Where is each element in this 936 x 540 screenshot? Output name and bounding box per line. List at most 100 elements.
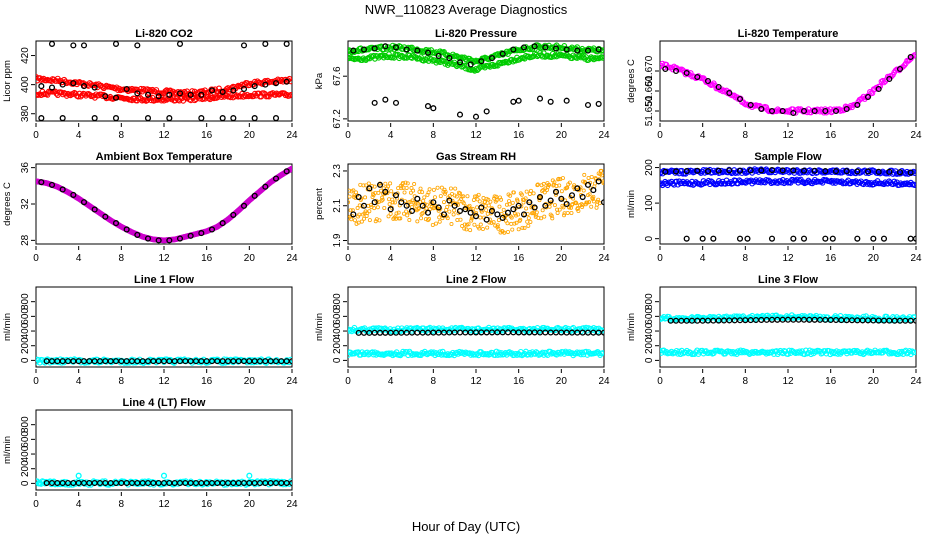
- plot-frame: [659, 40, 917, 122]
- data-point: [709, 81, 716, 88]
- data-point: [494, 198, 499, 203]
- data-point: [158, 97, 165, 104]
- data-point: [526, 199, 533, 206]
- data-point: [472, 213, 480, 220]
- data-point: [230, 115, 237, 121]
- plot-frame: [659, 286, 917, 368]
- data-point: [38, 179, 45, 186]
- data-point: [525, 219, 530, 224]
- y-axis-label: ml/min: [626, 313, 637, 341]
- chart-panel-6: Sample Flow 0 4 8 12 16 20 24 0 100 200 ml/min: [626, 151, 922, 264]
- x-tick-label: 0: [657, 253, 663, 264]
- data-point: [409, 352, 415, 358]
- data-point: [424, 103, 432, 110]
- data-point: [561, 205, 566, 210]
- data-point: [480, 227, 485, 232]
- data-point: [542, 190, 547, 195]
- data-point: [251, 83, 258, 90]
- data-point: [488, 199, 493, 204]
- data-point: [792, 110, 799, 116]
- data-point: [726, 89, 733, 97]
- data-point: [465, 194, 470, 199]
- data-point: [365, 187, 370, 192]
- data-point: [385, 184, 390, 189]
- data-point: [587, 192, 592, 197]
- data-point: [430, 105, 437, 112]
- data-point: [512, 221, 517, 226]
- data-point: [403, 202, 410, 209]
- data-point: [660, 181, 663, 188]
- x-tick-label: 4: [388, 376, 394, 387]
- data-point: [387, 206, 394, 213]
- data-point: [198, 230, 205, 237]
- data-point: [358, 182, 363, 187]
- x-tick-label: 20: [556, 130, 568, 141]
- data-point: [464, 227, 469, 232]
- data-point: [284, 91, 290, 98]
- data-point: [360, 46, 368, 53]
- y-tick-label: 400: [20, 76, 31, 93]
- data-point: [582, 172, 587, 177]
- data-point: [376, 181, 384, 188]
- data-point: [446, 55, 453, 62]
- x-tick-label: 16: [825, 376, 837, 387]
- x-tick-label: 4: [76, 130, 82, 141]
- data-point: [449, 222, 454, 227]
- y-tick-label: 600: [20, 308, 31, 325]
- y-tick-label: 420: [20, 47, 31, 64]
- data-point: [418, 186, 423, 191]
- panel-title: Gas Stream RH: [436, 151, 516, 163]
- data-point: [539, 216, 544, 221]
- y-tick-label: 32: [20, 198, 31, 210]
- data-point: [794, 176, 800, 183]
- data-point: [371, 99, 378, 106]
- data-point: [446, 60, 452, 67]
- data-point: [438, 206, 443, 211]
- data-point: [220, 92, 226, 99]
- data-point: [48, 84, 56, 91]
- data-point: [535, 182, 540, 187]
- data-point: [371, 199, 378, 206]
- data-point: [714, 180, 721, 187]
- data-point: [574, 185, 581, 192]
- x-tick-label: 24: [910, 130, 922, 141]
- data-point: [529, 205, 534, 210]
- data-point: [198, 115, 205, 121]
- data-point: [572, 183, 577, 188]
- data-point: [694, 73, 701, 81]
- data-point: [599, 173, 604, 178]
- data-point: [886, 75, 893, 83]
- data-point: [912, 235, 916, 242]
- data-point: [747, 167, 754, 174]
- data-point: [744, 235, 751, 242]
- data-point: [912, 317, 916, 324]
- data-point: [501, 207, 506, 212]
- data-point: [419, 216, 424, 221]
- data-point: [392, 200, 397, 205]
- data-point: [811, 107, 818, 115]
- y-tick-label: 200: [644, 159, 655, 176]
- data-point: [419, 212, 424, 217]
- data-point: [887, 349, 894, 356]
- data-point: [373, 219, 378, 224]
- x-tick-label: 8: [119, 376, 125, 387]
- data-point: [488, 207, 496, 215]
- data-point: [140, 85, 147, 92]
- data-point: [389, 189, 394, 194]
- data-point: [507, 199, 512, 204]
- data-point: [682, 180, 689, 187]
- data-point: [552, 203, 557, 208]
- data-point: [398, 199, 405, 206]
- data-point: [907, 169, 914, 176]
- data-point: [467, 203, 472, 208]
- data-point: [526, 223, 531, 228]
- data-point: [230, 87, 237, 94]
- data-point: [112, 220, 120, 227]
- x-tick-label: 16: [201, 253, 213, 264]
- data-point: [560, 176, 565, 181]
- data-point: [91, 115, 98, 121]
- plot-frame: [35, 286, 293, 368]
- data-point: [552, 188, 560, 195]
- x-tick-label: 8: [119, 130, 125, 141]
- data-point: [359, 219, 364, 224]
